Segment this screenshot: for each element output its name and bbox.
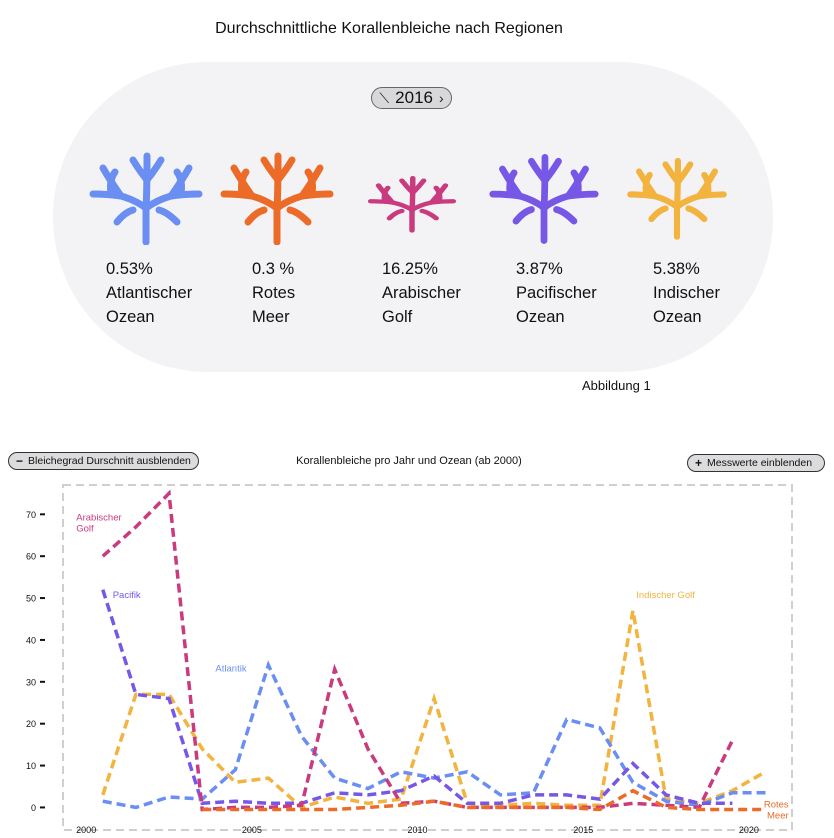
year-selector[interactable]: ⟍ 2016 › (371, 87, 452, 109)
series-labels: Indischer Golf Atlantik Pacifik ArabischerG… (76, 513, 789, 822)
x-tick-label: 2020 (739, 825, 759, 835)
coral-branch (381, 185, 391, 204)
coral-icon-atlantic (89, 152, 203, 245)
coral-branch (386, 208, 405, 221)
series-label: Rotes (764, 799, 789, 810)
plus-icon: + (695, 456, 703, 470)
coral-branch (273, 152, 282, 214)
series-line-4 (202, 788, 766, 812)
region-label-red-sea: 0.3 % Rotes Meer (252, 260, 296, 326)
coral-icon-pacific (489, 154, 599, 244)
coral-icon-arabian-gulf (367, 176, 457, 233)
coral-branch (409, 176, 416, 214)
coral-icon-indian (627, 157, 727, 240)
region-label-indian: 5.38% Indischer Ozean (653, 260, 720, 326)
coral-branch (410, 178, 427, 195)
line-chart: 0 10 20 30 40 50 60 70 2000 2005 2010 2015 2020 Ind… (26, 484, 793, 835)
coral-branch (651, 193, 681, 210)
y-axis: 0 10 20 30 40 50 60 70 (26, 510, 45, 813)
coral-branch (570, 169, 582, 198)
coral-branch (701, 171, 712, 198)
coral-branch (673, 157, 681, 212)
minus-icon: − (16, 454, 24, 468)
chevron-right-icon[interactable]: › (438, 90, 444, 106)
series-label: Arabischer (76, 513, 121, 524)
coral-branch (248, 192, 281, 212)
y-tick-label: 40 (26, 635, 36, 645)
region-label-atlantic: 0.53% Atlantischer Ozean (106, 260, 193, 326)
show-values-button[interactable]: + Messwerte einblenden (687, 454, 825, 472)
coral-branch (541, 157, 562, 184)
coral-branch (389, 200, 415, 212)
hide-average-button[interactable]: − Bleichegrad Durschnitt ausblenden (8, 452, 199, 470)
x-tick-label: 2005 (242, 825, 262, 835)
coral-branch (117, 192, 150, 212)
y-tick-label: 60 (26, 552, 36, 562)
coral-branch (238, 168, 250, 198)
coral-branch (642, 171, 653, 198)
y-tick-label: 0 (31, 803, 36, 813)
page-title: Durchschnittliche Korallenbleiche nach R… (215, 20, 563, 37)
series-line-1 (102, 660, 766, 810)
x-axis: 2000 2005 2010 2015 2020 (76, 825, 759, 835)
chart-title: Korallenbleiche pro Jahr und Ozean (ab 2… (296, 455, 522, 467)
y-tick-label: 50 (26, 594, 36, 604)
y-tick-label: 20 (26, 719, 36, 729)
year-value: 2016 (395, 88, 433, 107)
chart-frame (62, 484, 793, 831)
coral-branch (433, 185, 443, 204)
series-layer (101, 489, 767, 812)
coral-branch (419, 208, 439, 221)
coral-branch (540, 154, 549, 213)
series-label: Golf (76, 524, 94, 535)
coral-branch (304, 168, 316, 198)
chevron-left-icon[interactable]: ⟍ (379, 90, 390, 106)
coral-branch (506, 169, 518, 198)
figure-caption: Abbildung 1 (582, 378, 651, 393)
coral-branch (244, 206, 268, 226)
coral-branch (107, 168, 119, 198)
y-tick-label: 70 (26, 510, 36, 520)
coral-branch (286, 206, 312, 226)
coral-branch (516, 192, 548, 212)
series-label: Pacifik (113, 590, 141, 601)
series-label: Indischer Golf (636, 590, 695, 601)
x-tick-label: 2010 (408, 825, 428, 835)
coral-branch (512, 206, 535, 225)
coral-branch (553, 206, 578, 225)
series-line-2 (101, 589, 733, 806)
coral-branch (143, 156, 165, 184)
series-label: Meer (767, 810, 789, 821)
region-label-pacific: 3.87% Pacifischer Ozean (516, 260, 597, 326)
coral-branch (142, 152, 151, 214)
series-label: Atlantik (215, 663, 246, 674)
x-tick-label: 2000 (76, 825, 96, 835)
region-label-arabian-gulf: 16.25% Arabischer Golf (382, 260, 461, 326)
y-tick-label: 10 (26, 761, 36, 771)
series-line-0 (101, 610, 767, 810)
coral-branch (173, 168, 185, 198)
coral-icon-red-sea (220, 152, 334, 245)
coral-branch (648, 205, 669, 223)
x-tick-label: 2015 (573, 825, 593, 835)
coral-branch (113, 206, 137, 226)
coral-branch (674, 161, 694, 186)
coral-branch (155, 206, 181, 226)
coral-branch (274, 156, 296, 184)
series-line-3 (101, 489, 734, 812)
y-tick-label: 30 (26, 677, 36, 687)
coral-branch (685, 205, 708, 223)
